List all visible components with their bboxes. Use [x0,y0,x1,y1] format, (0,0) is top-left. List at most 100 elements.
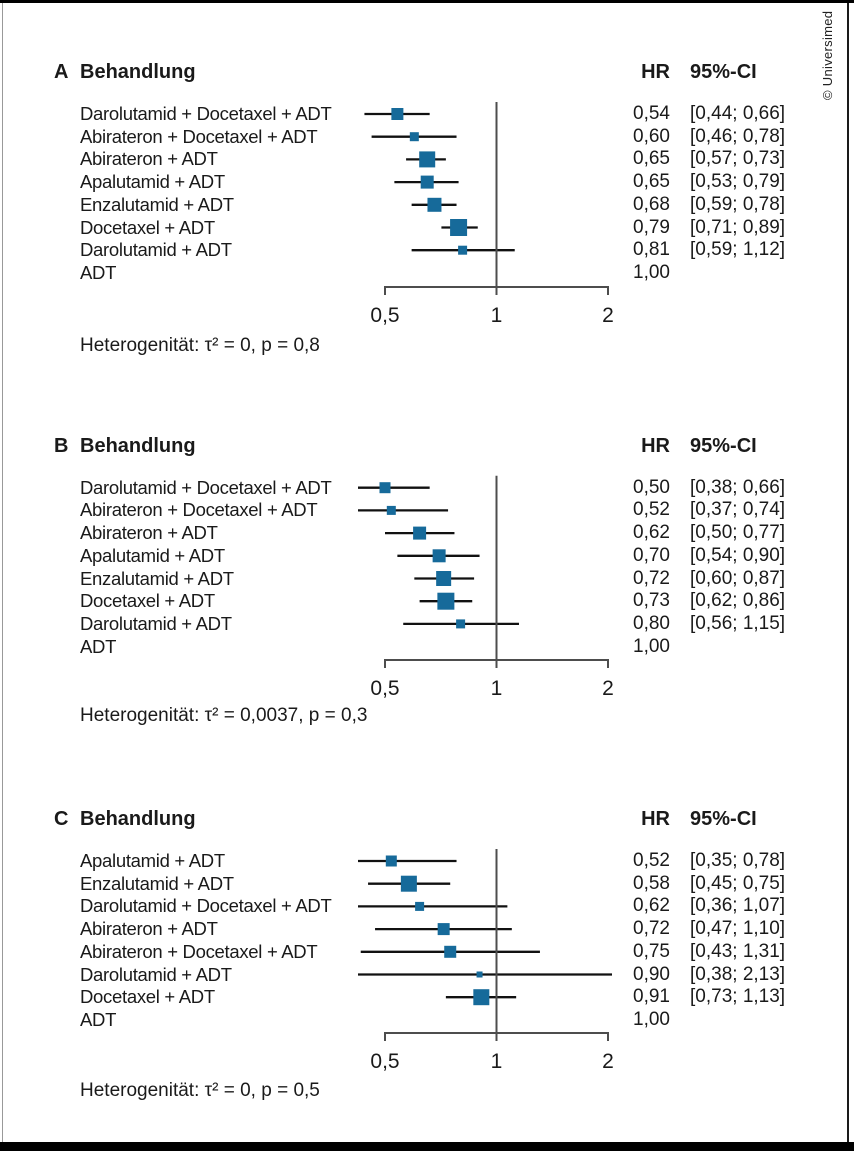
treatment-label: ADT [80,1008,117,1030]
hr-value: 0,52 [633,499,670,521]
hr-marker [432,549,446,563]
x-tick-label: 0,5 [370,1050,400,1073]
ci-value: [0,56; 1,15] [690,612,786,634]
x-axis [384,286,609,295]
treatment-label: Abirateron + Docetaxel + ADT [80,499,318,521]
treatment-label: Abirateron + ADT [80,148,218,170]
hr-value: 0,81 [633,239,670,261]
hr-value: 1,00 [633,1008,670,1030]
treatment-label: Darolutamid + ADT [80,612,232,634]
x-tick-label: 1 [490,1050,503,1073]
ci-value: [0,43; 1,31] [690,940,786,962]
hr-value: 0,68 [633,193,670,215]
hr-value: 0,52 [633,850,670,871]
treatment-label: ADT [80,635,117,657]
ci-value: [0,36; 1,07] [690,895,786,917]
ci-value: [0,57; 0,73] [690,148,786,170]
ci-value: [0,59; 1,12] [690,239,786,261]
hr-marker [456,619,466,629]
ci-value: [0,37; 0,74] [690,499,786,521]
ci-value: [0,38; 2,13] [690,963,786,985]
panel-title: Behandlung [80,808,196,830]
hr-value: 0,72 [633,918,670,940]
treatment-label: Abirateron + ADT [80,918,218,940]
treatment-label: Docetaxel + ADT [80,590,215,612]
hr-marker [476,971,483,978]
panel-letter: A [54,61,69,83]
x-tick-label: 1 [490,304,503,327]
x-tick-label: 2 [602,677,614,700]
hr-column-header: HR [641,808,670,830]
ci-value: [0,44; 0,66] [690,103,786,124]
treatment-label: Enzalutamid + ADT [80,193,234,215]
hr-value: 0,65 [633,148,670,170]
treatment-label: Darolutamid + Docetaxel + ADT [80,895,332,917]
hr-marker [444,945,457,958]
ci-value: [0,35; 0,78] [690,850,786,871]
hr-value: 0,73 [633,590,670,612]
hr-value: 0,50 [633,476,670,498]
hr-marker [413,526,427,540]
hr-marker [385,855,397,867]
ci-column-header: 95%-CI [690,435,757,457]
frame-top-bar [0,0,854,3]
panel-letter: B [54,435,69,457]
ci-value: [0,50; 0,77] [690,522,786,544]
treatment-label: Docetaxel + ADT [80,216,215,238]
frame-right-line [847,3,849,1142]
treatment-label: Apalutamid + ADT [80,171,225,193]
heterogeneity-note: Heterogenität: τ² = 0, p = 0,8 [80,335,320,356]
hr-marker [391,108,404,120]
treatment-label: Abirateron + Docetaxel + ADT [80,125,318,147]
hr-value: 0,91 [633,986,670,1008]
hr-value: 0,75 [633,940,670,962]
hr-value: 0,62 [633,522,670,544]
hr-value: 0,79 [633,216,670,238]
ci-value: [0,38; 0,66] [690,476,786,498]
treatment-label: Abirateron + Docetaxel + ADT [80,940,318,962]
ci-value: [0,47; 1,10] [690,918,786,940]
ci-value: [0,45; 0,75] [690,872,786,894]
hr-value: 0,90 [633,963,670,985]
hr-marker [386,505,396,515]
x-tick-label: 2 [602,304,614,327]
hr-marker [458,245,468,255]
ci-value: [0,60; 0,87] [690,567,786,589]
ci-column-header: 95%-CI [690,808,757,830]
hr-value: 0,70 [633,544,670,566]
treatment-label: Darolutamid + ADT [80,963,232,985]
hr-marker [379,482,391,494]
hr-marker [437,923,450,936]
panel-title: Behandlung [80,61,196,83]
hr-marker [437,592,455,610]
hr-value: 0,65 [633,171,670,193]
hr-value: 0,62 [633,895,670,917]
hr-column-header: HR [641,61,670,83]
x-tick-label: 1 [490,677,503,700]
hr-marker [409,132,419,142]
hr-marker [450,219,468,236]
hr-marker [415,901,425,911]
treatment-label: Enzalutamid + ADT [80,872,234,894]
x-axis [384,659,609,668]
treatment-label: ADT [80,261,117,283]
hr-marker [420,175,434,189]
panel-letter: C [54,808,69,830]
hr-value: 0,80 [633,612,670,634]
treatment-label: Darolutamid + Docetaxel + ADT [80,103,332,124]
frame-bottom-bar [0,1142,854,1151]
hr-value: 0,58 [633,872,670,894]
heterogeneity-note: Heterogenität: τ² = 0,0037, p = 0,3 [80,705,368,726]
ci-value: [0,54; 0,90] [690,544,786,566]
treatment-label: Apalutamid + ADT [80,544,225,566]
hr-marker [427,197,442,212]
treatment-label: Darolutamid + Docetaxel + ADT [80,476,332,498]
ci-column-header: 95%-CI [690,61,757,83]
hr-marker [473,989,490,1006]
hr-marker [400,875,417,892]
panel-title: Behandlung [80,435,196,457]
hr-value: 0,72 [633,567,670,589]
hr-value: 0,60 [633,125,670,147]
